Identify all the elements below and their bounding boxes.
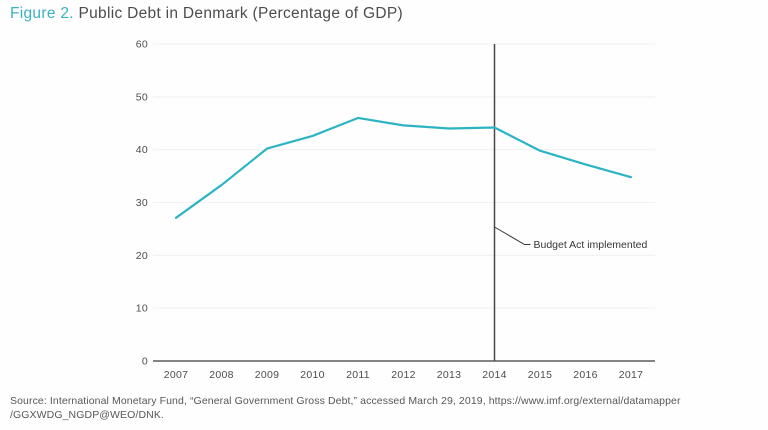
figure-number: Figure 2. xyxy=(10,5,74,22)
y-tick-label: 10 xyxy=(136,303,148,315)
y-tick-label: 60 xyxy=(136,39,148,51)
y-tick-label: 40 xyxy=(136,144,148,156)
source-line-1: Source: International Monetary Fund, “Ge… xyxy=(10,395,681,407)
y-tick-label: 50 xyxy=(136,91,148,103)
x-tick-label: 2015 xyxy=(528,369,553,381)
annotation-leader xyxy=(494,226,531,245)
figure-title: Figure 2. Public Debt in Denmark (Percen… xyxy=(10,5,403,23)
source-line-2: /GGXWDG_NGDP@WEO/DNK. xyxy=(10,408,164,421)
x-tick-label: 2010 xyxy=(300,369,325,381)
x-tick-label: 2012 xyxy=(391,369,416,381)
x-tick-label: 2017 xyxy=(619,369,644,381)
x-tick-label: 2011 xyxy=(346,369,370,381)
x-tick-label: 2013 xyxy=(437,369,462,381)
x-tick-label: 2009 xyxy=(255,369,280,381)
figure-caption: Public Debt in Denmark (Percentage of GD… xyxy=(73,5,403,22)
debt-line xyxy=(174,116,633,219)
y-tick-label: 0 xyxy=(142,356,148,368)
x-tick-label: 2014 xyxy=(482,369,507,381)
line-chart: 0 10 20 30 40 50 60 2007 2008 2009 2010 2011 2012 201… xyxy=(136,39,655,381)
y-tick-label: 30 xyxy=(136,197,148,209)
annotation-label: Budget Act implemented xyxy=(534,239,648,251)
x-tick-label: 2016 xyxy=(573,369,598,381)
x-tick-label: 2007 xyxy=(164,369,189,381)
x-tick-label: 2008 xyxy=(209,369,234,381)
y-tick-label: 20 xyxy=(136,250,148,262)
source-note: Source: International Monetary Fund, “Ge… xyxy=(10,395,681,422)
